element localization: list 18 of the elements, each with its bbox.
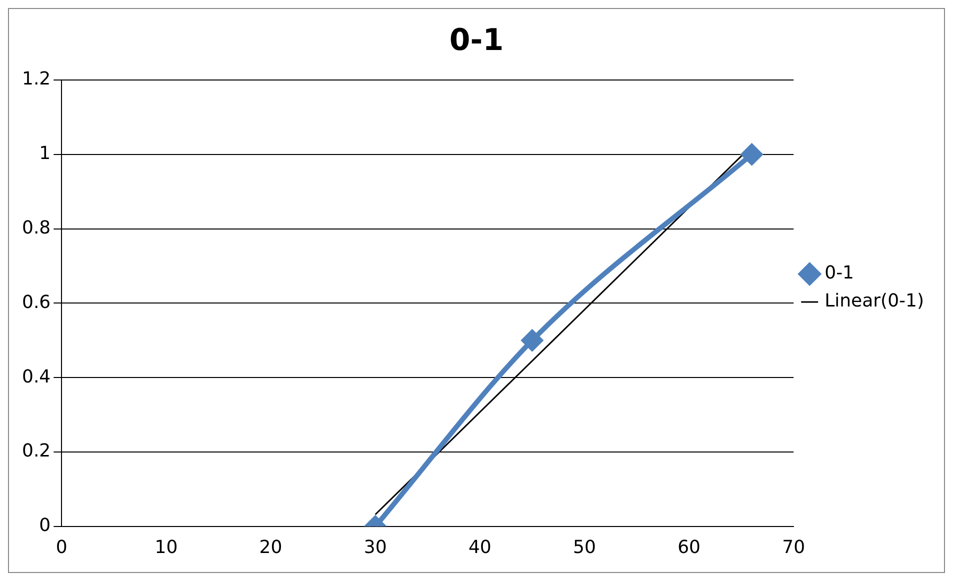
y-tick-label: 0.8	[22, 217, 51, 238]
y-tick-label: 1.2	[22, 68, 51, 90]
chart-title: 0-1	[449, 22, 504, 58]
x-tick-label: 0	[56, 536, 68, 558]
x-tick-label: 20	[259, 536, 282, 558]
x-tick-label: 70	[782, 536, 806, 558]
legend-label: 0-1	[824, 262, 854, 284]
y-tick-label: 0.6	[22, 292, 51, 313]
x-tick-label: 30	[364, 536, 387, 558]
x-tick-label: 50	[573, 536, 596, 558]
x-tick-label: 60	[678, 536, 700, 558]
y-tick-label: 1	[39, 143, 51, 164]
y-tick-label: 0	[39, 515, 51, 536]
legend-label: Linear(0-1)	[824, 290, 924, 312]
y-tick-label: 0.2	[22, 440, 51, 462]
y-tick-label: 0.4	[22, 366, 51, 388]
x-tick-label: 10	[154, 536, 178, 558]
x-tick-label: 40	[468, 536, 492, 558]
